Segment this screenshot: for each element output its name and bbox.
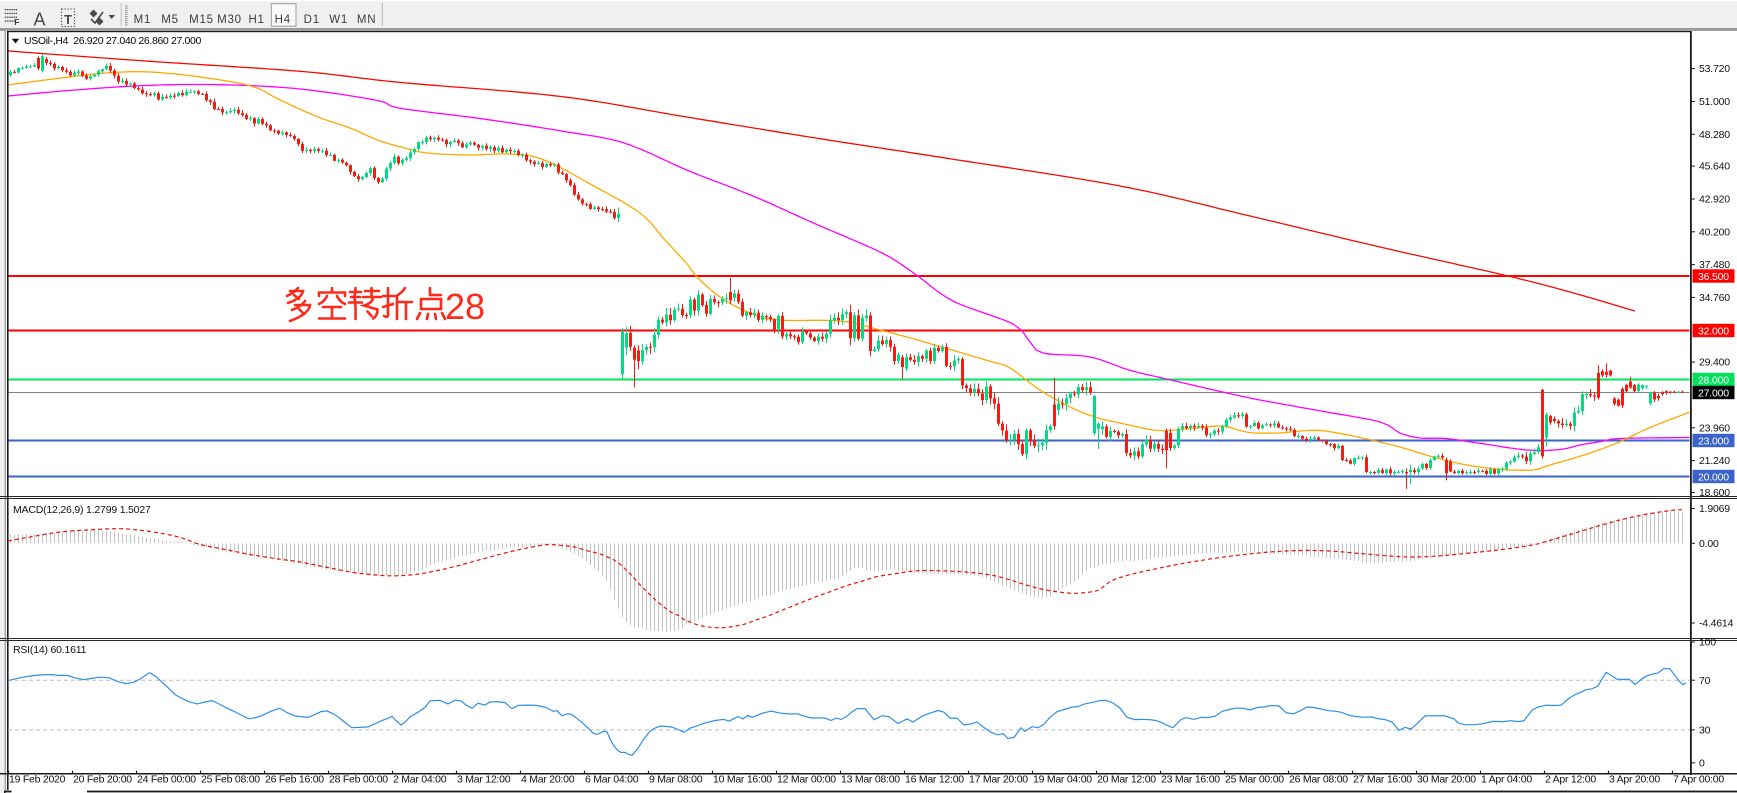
svg-text:25 Feb 08:00: 25 Feb 08:00 (201, 773, 260, 785)
svg-text:20.000: 20.000 (1698, 471, 1729, 483)
svg-text:M1: M1 (134, 14, 152, 26)
svg-text:A: A (34, 10, 46, 30)
svg-text:45.640: 45.640 (1699, 161, 1730, 173)
svg-text:19 Feb 2020: 19 Feb 2020 (9, 773, 66, 785)
svg-text:18.600: 18.600 (1699, 487, 1730, 499)
svg-text:D1: D1 (304, 14, 320, 26)
svg-text:40.200: 40.200 (1699, 226, 1730, 238)
svg-text:M30: M30 (217, 14, 242, 26)
svg-text:20 Feb 20:00: 20 Feb 20:00 (73, 773, 132, 785)
svg-text:23.000: 23.000 (1698, 435, 1729, 447)
svg-text:T: T (64, 12, 72, 27)
svg-text:RSI(14) 60.1611: RSI(14) 60.1611 (13, 644, 87, 656)
svg-text:36.500: 36.500 (1698, 271, 1729, 283)
svg-text:M5: M5 (161, 14, 179, 26)
svg-text:21.240: 21.240 (1699, 455, 1730, 467)
svg-text:30: 30 (1699, 725, 1711, 737)
svg-text:30 Mar 20:00: 30 Mar 20:00 (1417, 773, 1476, 785)
svg-text:26 Mar 08:00: 26 Mar 08:00 (1289, 773, 1348, 785)
svg-text:H4: H4 (275, 14, 291, 26)
svg-text:32.000: 32.000 (1698, 325, 1729, 337)
svg-text:51.000: 51.000 (1699, 96, 1730, 108)
svg-text:37.480: 37.480 (1699, 259, 1730, 271)
svg-text:19 Mar 04:00: 19 Mar 04:00 (1033, 773, 1092, 785)
svg-text:28.000: 28.000 (1698, 374, 1729, 386)
svg-text:MN: MN (357, 14, 377, 26)
svg-text:0: 0 (1699, 757, 1705, 769)
svg-text:3 Mar 12:00: 3 Mar 12:00 (457, 773, 511, 785)
svg-text:17 Mar 20:00: 17 Mar 20:00 (969, 773, 1028, 785)
svg-text:1.9069: 1.9069 (1699, 503, 1730, 515)
svg-text:USOil-,H4 26.920 27.040 26.86: USOil-,H4 26.920 27.040 26.860 27.000 (24, 35, 202, 47)
svg-text:28: 28 (445, 286, 485, 327)
svg-text:9 Mar 08:00: 9 Mar 08:00 (649, 773, 703, 785)
svg-text:12 Mar 00:00: 12 Mar 00:00 (777, 773, 836, 785)
svg-text:7 Apr 00:00: 7 Apr 00:00 (1673, 773, 1724, 785)
svg-text:28 Feb 00:00: 28 Feb 00:00 (329, 773, 388, 785)
svg-text:M15: M15 (189, 14, 214, 26)
svg-text:34.760: 34.760 (1699, 292, 1730, 304)
svg-text:26 Feb 16:00: 26 Feb 16:00 (265, 773, 324, 785)
svg-text:H1: H1 (248, 14, 264, 26)
svg-text:0.00: 0.00 (1699, 538, 1719, 550)
svg-text:2 Mar 04:00: 2 Mar 04:00 (393, 773, 447, 785)
svg-text:48.280: 48.280 (1699, 129, 1730, 141)
svg-text:13 Mar 08:00: 13 Mar 08:00 (841, 773, 900, 785)
svg-text:25 Mar 00:00: 25 Mar 00:00 (1225, 773, 1284, 785)
svg-text:W1: W1 (329, 14, 348, 26)
svg-text:29.400: 29.400 (1699, 357, 1730, 369)
svg-text:42.920: 42.920 (1699, 194, 1730, 206)
svg-text:20 Mar 12:00: 20 Mar 12:00 (1097, 773, 1156, 785)
svg-text:6 Mar 04:00: 6 Mar 04:00 (585, 773, 639, 785)
svg-text:70: 70 (1699, 675, 1711, 687)
svg-text:3 Apr 20:00: 3 Apr 20:00 (1609, 773, 1660, 785)
svg-text:27.000: 27.000 (1698, 387, 1729, 399)
svg-text:-4.4614: -4.4614 (1699, 618, 1734, 630)
svg-text:2 Apr 12:00: 2 Apr 12:00 (1545, 773, 1596, 785)
svg-text:53.720: 53.720 (1699, 63, 1730, 75)
svg-text:10 Mar 16:00: 10 Mar 16:00 (713, 773, 772, 785)
svg-text:MACD(12,26,9) 1.2799 1.5027: MACD(12,26,9) 1.2799 1.5027 (13, 504, 151, 516)
svg-text:F: F (14, 17, 19, 27)
svg-text:4 Mar 20:00: 4 Mar 20:00 (521, 773, 575, 785)
svg-text:27 Mar 16:00: 27 Mar 16:00 (1353, 773, 1412, 785)
svg-text:23 Mar 16:00: 23 Mar 16:00 (1161, 773, 1220, 785)
svg-text:100: 100 (1699, 637, 1716, 649)
svg-text:1 Apr 04:00: 1 Apr 04:00 (1481, 773, 1532, 785)
svg-text:23.960: 23.960 (1699, 422, 1730, 434)
svg-text:16 Mar 12:00: 16 Mar 12:00 (905, 773, 964, 785)
svg-text:24 Feb 00:00: 24 Feb 00:00 (137, 773, 196, 785)
